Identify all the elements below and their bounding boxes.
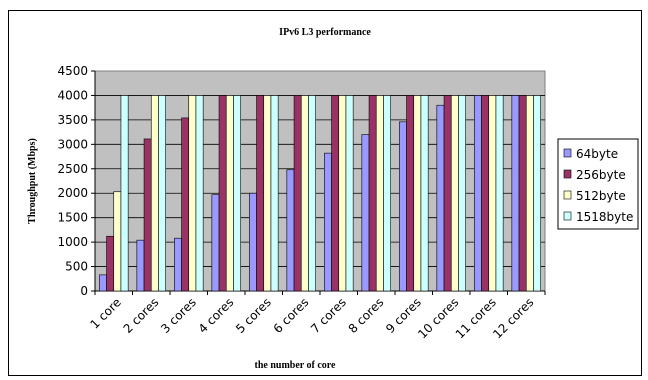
chart-title: IPv6 L3 performance <box>279 27 371 38</box>
bar-256byte-7 <box>368 95 377 292</box>
bar-64byte-10 <box>474 95 482 292</box>
bar-512byte-11 <box>525 95 534 292</box>
y-axis-label: Throughput (Mbps) <box>27 138 38 224</box>
bar-1518byte-7 <box>383 95 391 292</box>
bar-1518byte-10 <box>495 95 504 292</box>
bar-64byte-9 <box>436 104 445 292</box>
bar-64byte-1 <box>136 239 145 292</box>
legend-box <box>557 138 639 230</box>
bar-64byte-4 <box>249 192 257 292</box>
bar-256byte-11 <box>518 95 527 292</box>
bar-64byte-8 <box>399 121 407 292</box>
chart-svg: IPv6 L3 performance 0 500 1000 1500 2000 2500… <box>27 27 639 371</box>
bar-256byte-10 <box>481 95 490 292</box>
bar-256byte-6 <box>331 95 340 292</box>
bar-256byte-2 <box>181 117 190 292</box>
legend-label-64byte: 64byte <box>576 147 618 161</box>
x-tick-label: 2 cores <box>121 295 162 336</box>
bar-1518byte-6 <box>345 95 354 292</box>
bar-1518byte-1 <box>158 95 166 292</box>
bar-1518byte-8 <box>420 95 429 292</box>
bar-512byte-8 <box>413 95 422 292</box>
bar-256byte-1 <box>143 138 152 292</box>
x-tick-label: 3 cores <box>158 295 199 336</box>
bar-64byte-0 <box>99 274 107 292</box>
y-tick-label: 2500 <box>57 162 88 176</box>
legend-label-256byte: 256byte <box>576 168 626 182</box>
y-tick-label: 1500 <box>57 211 88 225</box>
x-tick-label: 6 cores <box>271 295 312 336</box>
bar-512byte-5 <box>300 95 309 292</box>
bar-64byte-3 <box>211 194 220 292</box>
bar-256byte-0 <box>106 235 115 292</box>
bar-1518byte-11 <box>533 95 541 292</box>
bar-512byte-0 <box>113 191 122 292</box>
x-tick-label: 12 cores <box>490 295 536 341</box>
bar-512byte-3 <box>225 95 234 292</box>
bar-512byte-10 <box>488 95 497 292</box>
bar-512byte-1 <box>150 95 159 292</box>
bar-256byte-4 <box>256 95 265 292</box>
y-tick-label: 2000 <box>57 186 88 200</box>
bar-64byte-2 <box>174 237 182 292</box>
bar-1518byte-5 <box>308 95 316 292</box>
bar-256byte-9 <box>443 95 452 292</box>
bar-64byte-5 <box>286 169 295 292</box>
x-axis-label: the number of core <box>254 360 336 371</box>
bar-64byte-6 <box>324 152 332 292</box>
bar-1518byte-3 <box>233 95 241 292</box>
bar-512byte-9 <box>450 95 459 292</box>
bar-512byte-6 <box>338 95 347 292</box>
y-tick-label: 3500 <box>57 113 88 127</box>
x-tick-label: 8 cores <box>346 295 387 336</box>
bars <box>99 95 541 292</box>
bar-512byte-4 <box>263 95 272 292</box>
bar-1518byte-0 <box>120 95 129 292</box>
x-tick-label: 1 core <box>87 295 123 331</box>
bar-64byte-11 <box>511 95 520 292</box>
bar-512byte-2 <box>188 95 197 292</box>
bar-512byte-7 <box>375 95 384 292</box>
bar-256byte-3 <box>218 95 227 292</box>
plot-background <box>94 70 546 292</box>
y-tick-label: 0 <box>80 284 88 298</box>
y-tick-label: 1000 <box>57 235 88 249</box>
x-tick-label: 4 cores <box>196 295 237 336</box>
bar-1518byte-4 <box>270 95 279 292</box>
bar-64byte-7 <box>361 134 370 292</box>
x-tick-label: 7 cores <box>308 295 349 336</box>
plot-area <box>94 70 546 292</box>
legend-label-512byte: 512byte <box>576 189 626 203</box>
y-axis-ticks: 0 500 1000 1500 2000 2500 3000 3500 4000 4500 <box>57 64 95 298</box>
bar-1518byte-2 <box>195 95 204 292</box>
y-tick-label: 4000 <box>57 88 88 102</box>
bar-256byte-5 <box>293 95 302 292</box>
legend-label-1518byte: 1518byte <box>576 210 633 224</box>
bar-256byte-8 <box>406 95 415 292</box>
legend-swatch-64byte <box>563 148 572 158</box>
legend-swatch-1518byte <box>563 211 572 221</box>
x-tick-label: 5 cores <box>233 295 274 336</box>
legend: 64byte 256byte 512byte 1518byte <box>557 138 639 230</box>
legend-swatch-256byte <box>563 169 572 179</box>
bar-1518byte-9 <box>458 95 466 292</box>
y-tick-label: 3000 <box>57 137 88 151</box>
y-tick-label: 500 <box>65 260 88 274</box>
y-tick-label: 4500 <box>57 64 88 78</box>
legend-swatch-512byte <box>563 190 572 200</box>
chart-frame: IPv6 L3 performance 0 500 1000 1500 2000 2500… <box>8 10 642 376</box>
